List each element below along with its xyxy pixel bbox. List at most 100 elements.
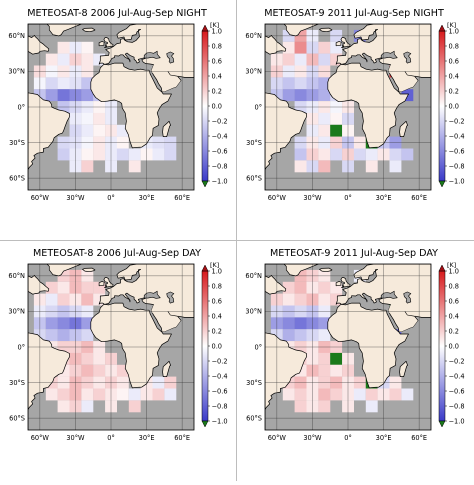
colorbar-tick-label: 0.8: [449, 282, 460, 290]
x-tick-label: 60°W: [31, 434, 50, 442]
colorbar-tick-label: −1.0: [212, 417, 228, 425]
data-cell: [365, 388, 378, 401]
data-cell: [93, 388, 106, 401]
data-cell: [318, 329, 331, 342]
data-cell: [128, 400, 141, 413]
colorbar-tick-label: 0.0: [212, 102, 223, 110]
x-tick-label: 60°E: [174, 194, 190, 202]
data-cell: [330, 112, 343, 125]
colorbar-tick-label: 0.8: [212, 42, 223, 50]
data-cell: [128, 388, 141, 401]
map-area: [265, 264, 431, 430]
data-cell: [93, 281, 106, 294]
colorbar: [K]1.0 0.8 0.6 0.4 0.2 0.0 −0.2 −0.4 −0.6 −0.8 −1.…: [201, 261, 228, 428]
data-cell: [81, 364, 94, 377]
red-sea-coast: [389, 73, 400, 92]
map-frame: [27, 23, 195, 191]
data-cell: [318, 148, 331, 161]
data-cell: [318, 352, 331, 365]
caspian-sea: [166, 51, 175, 64]
graticule: [28, 264, 194, 430]
data-cell: [81, 281, 94, 294]
data-cell: [294, 317, 307, 330]
colorbar-tick-label: −0.4: [212, 132, 228, 140]
colorbar-tick-label: −0.8: [449, 162, 465, 170]
data-cell: [318, 400, 331, 413]
colorbar-tick-label: −0.2: [449, 117, 465, 125]
panel-title: METEOSAT-9 2011 Jul-Aug-Sep NIGHT: [264, 8, 444, 19]
data-cell: [81, 400, 94, 413]
data-cell: [93, 293, 106, 306]
data-cell: [330, 281, 343, 294]
graticule: [265, 264, 431, 430]
colorbar-under-arrow: [201, 420, 209, 428]
y-tick-label: 0°: [255, 103, 263, 111]
great-britain-land: [103, 37, 114, 49]
caspian-sea: [403, 291, 412, 304]
colorbar-tick-label: −1.0: [449, 177, 465, 185]
colorbar-tick-label: 0.8: [212, 282, 223, 290]
colorbar-tick-label: −1.0: [212, 177, 228, 185]
colorbar-tick-label: −0.4: [449, 132, 465, 140]
data-cell: [81, 148, 94, 161]
y-tick-label: 60°S: [246, 414, 262, 422]
colorbar-tick-label: −0.6: [212, 147, 228, 155]
data-cell: [116, 364, 129, 377]
arabia-land: [388, 303, 418, 332]
x-tick-label: 0°: [344, 434, 352, 442]
data-cell: [330, 41, 343, 54]
persian-gulf-coast: [167, 71, 182, 81]
colorbar-under-arrow: [201, 180, 209, 188]
data-cell: [45, 317, 58, 330]
data-cell: [45, 53, 58, 66]
data-cell: [81, 352, 94, 365]
colorbar-tick-label: −0.8: [212, 162, 228, 170]
x-tick-label: 60°E: [411, 194, 427, 202]
colorbar-tick-label: 0.0: [449, 102, 460, 110]
map-frame: [264, 23, 432, 191]
data-cell: [330, 124, 343, 137]
caspian-sea: [166, 291, 175, 304]
colorbar-tick-label: −0.8: [212, 402, 228, 410]
y-tick-label: 30°S: [9, 139, 25, 147]
data-cell: [57, 89, 70, 102]
y-tick-label: 60°S: [9, 414, 25, 422]
colorbar-tick-label: −0.6: [212, 387, 228, 395]
panel-title: METEOSAT-8 2006 Jul-Aug-Sep NIGHT: [27, 8, 207, 19]
data-cell: [57, 400, 70, 413]
colorbar: [K]1.0 0.8 0.6 0.4 0.2 0.0 −0.2 −0.4 −0.6 −0.8 −1.…: [438, 261, 465, 428]
x-tick-label: 30°E: [376, 434, 392, 442]
ireland-land: [335, 41, 342, 47]
persian-gulf-coast: [167, 311, 182, 321]
data-cell: [282, 77, 295, 90]
data-cell: [365, 160, 378, 173]
south-america-land: [28, 92, 71, 190]
y-tick-label: 60°S: [246, 174, 262, 182]
y-tick-label: 30°N: [8, 308, 25, 316]
great-britain-land: [103, 277, 114, 289]
x-tick-label: 30°W: [303, 434, 322, 442]
data-cell: [93, 364, 106, 377]
colorbar-tick-label: 0.2: [449, 87, 460, 95]
data-cell: [318, 160, 331, 173]
data-cell: [282, 293, 295, 306]
y-tick-label: 30°N: [245, 308, 262, 316]
colorbar: [K]1.0 0.8 0.6 0.4 0.2 0.0 −0.2 −0.4 −0.6 −0.8 −1.…: [438, 21, 465, 188]
panel-title: METEOSAT-9 2011 Jul-Aug-Sep DAY: [270, 248, 438, 259]
data-cell: [57, 148, 70, 161]
x-tick-label: 0°: [107, 434, 115, 442]
persian-gulf-coast: [404, 311, 419, 321]
great-britain-land: [340, 277, 351, 289]
data-cell: [57, 77, 70, 90]
data-cell: [282, 53, 295, 66]
persian-gulf-coast: [404, 71, 419, 81]
data-cell: [401, 388, 414, 401]
data-cell: [294, 400, 307, 413]
great-britain-land: [340, 37, 351, 49]
data-cell: [81, 160, 94, 173]
colorbar-tick-label: −0.2: [212, 117, 228, 125]
data-cell: [45, 281, 58, 294]
colorbar-gradient: [438, 270, 446, 422]
colorbar-unit-label: [K]: [447, 261, 456, 269]
